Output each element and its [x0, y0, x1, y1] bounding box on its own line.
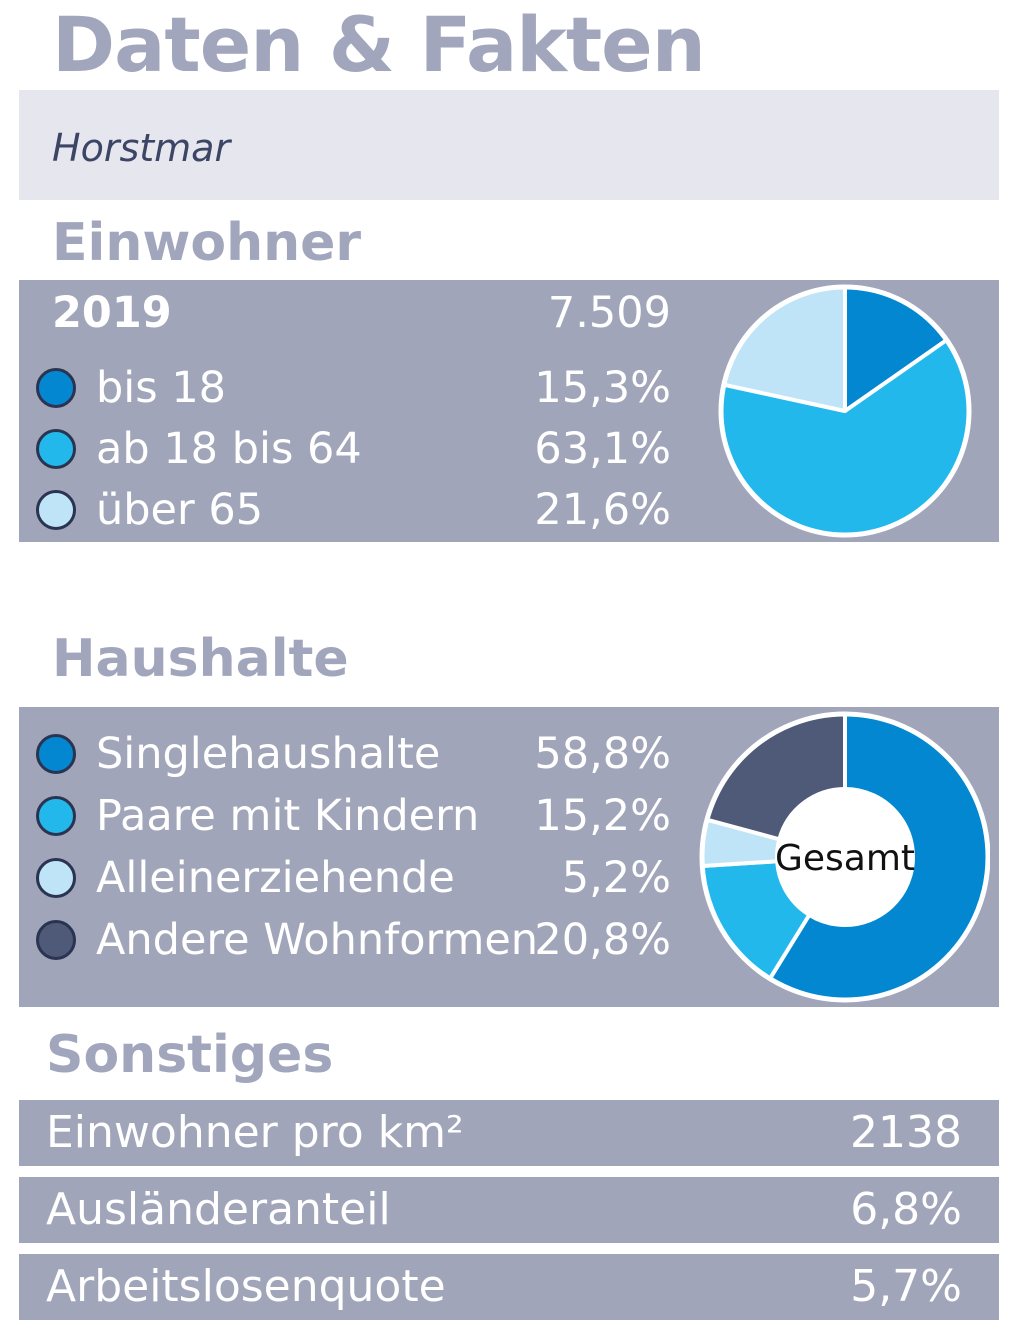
legend-label-18-bis-64: ab 18 bis 64 — [96, 424, 362, 474]
sonstiges-label-auslaenderanteil: Ausländeranteil — [46, 1184, 391, 1235]
sonstiges-row-einwohner-pro-km2 — [19, 1100, 999, 1166]
haushalte-donut-center — [777, 789, 913, 925]
haushalte-donut-outline — [699, 711, 990, 1003]
legend-value-singlehaushalte: 58,8% — [534, 729, 671, 779]
sonstiges-value-einwohner-pro-km2: 2138 — [850, 1107, 962, 1158]
sonstiges-label-einwohner-pro-km2: Einwohner pro km² — [46, 1107, 464, 1158]
legend-dot-18-bis-64 — [36, 429, 76, 469]
sonstiges-label-arbeitslosenquote: Arbeitslosenquote — [46, 1261, 446, 1312]
sonstiges-row-arbeitslosenquote — [19, 1254, 999, 1320]
legend-value-paare-mit-kindern: 15,2% — [534, 791, 671, 841]
location-name: Horstmar — [52, 126, 231, 170]
sonstiges-value-arbeitslosenquote: 5,7% — [850, 1261, 962, 1312]
sonstiges-value-auslaenderanteil: 6,8% — [850, 1184, 962, 1235]
legend-dot-andere-wohnformen — [36, 920, 76, 960]
location-banner — [19, 90, 999, 200]
legend-label-alleinerziehende: Alleinerziehende — [96, 853, 455, 903]
einwohner-pie-outline — [718, 284, 972, 538]
sonstiges-row-auslaenderanteil — [19, 1177, 999, 1243]
legend-dot-ueber-65 — [36, 490, 76, 530]
einwohner-pie-chart — [718, 284, 972, 538]
legend-value-ueber-65: 21,6% — [534, 485, 671, 535]
sonstiges-heading: Sonstiges — [46, 1025, 334, 1085]
legend-dot-alleinerziehende — [36, 858, 76, 898]
einwohner-year: 2019 — [52, 288, 172, 338]
page-title: Daten & Fakten — [52, 0, 706, 89]
legend-dot-singlehaushalte — [36, 734, 76, 774]
legend-value-andere-wohnformen: 20,8% — [534, 915, 671, 965]
legend-label-ueber-65: über 65 — [96, 485, 264, 535]
legend-label-andere-wohnformen: Andere Wohnformen — [96, 915, 539, 965]
legend-value-bis-18: 15,3% — [534, 363, 671, 413]
haushalte-donut-chart: Gesamt — [699, 711, 990, 1003]
legend-label-bis-18: bis 18 — [96, 363, 227, 413]
legend-label-singlehaushalte: Singlehaushalte — [96, 729, 441, 779]
legend-value-alleinerziehende: 5,2% — [561, 853, 671, 903]
legend-dot-paare-mit-kindern — [36, 796, 76, 836]
einwohner-heading: Einwohner — [52, 213, 362, 273]
legend-label-paare-mit-kindern: Paare mit Kindern — [96, 791, 480, 841]
legend-dot-bis-18 — [36, 368, 76, 408]
haushalte-heading: Haushalte — [52, 629, 349, 689]
legend-value-18-bis-64: 63,1% — [534, 424, 671, 474]
einwohner-total: 7.509 — [547, 288, 671, 338]
haushalte-donut-center-label: Gesamt — [775, 838, 915, 879]
